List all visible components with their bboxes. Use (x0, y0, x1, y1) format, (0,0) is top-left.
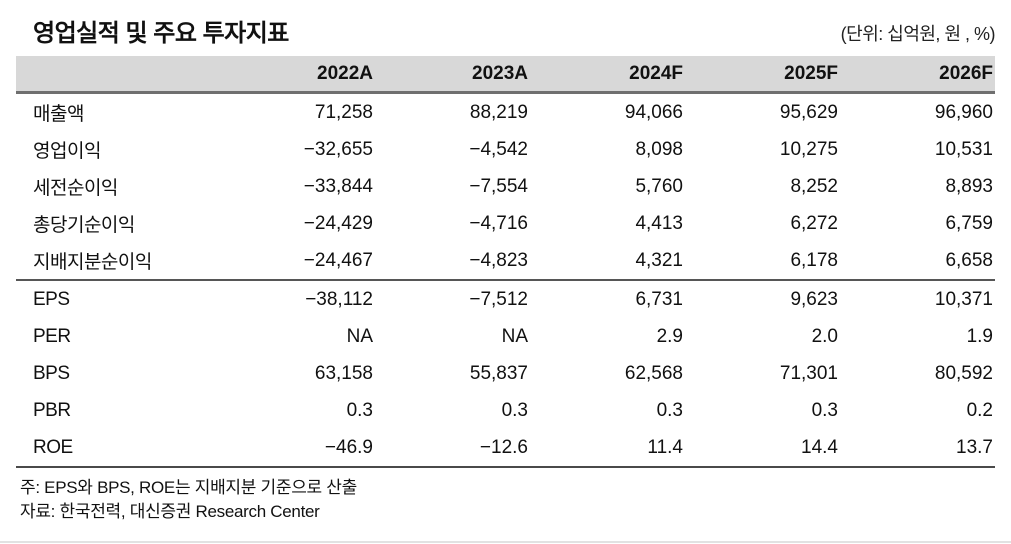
cell-value: 94,066 (624, 101, 683, 123)
row-label: BPS (33, 362, 70, 384)
cell-value: NA (501, 325, 528, 347)
cell-value: 8,098 (635, 138, 683, 160)
cell-value: 5,760 (635, 175, 683, 197)
cell-value: 6,272 (790, 212, 838, 234)
column-header: 2022A (317, 62, 373, 84)
footnote-note: 주: EPS와 BPS, ROE는 지배지분 기준으로 산출 (20, 478, 357, 497)
table-section-investment-indicators: EPS −38,112 −7,512 6,731 9,623 10,371 PER NA NA 2… (16, 281, 995, 468)
table-row: 세전순이익 −33,844 −7,554 5,760 8,252 8,893 (16, 168, 995, 205)
cell-value: 55,837 (469, 362, 528, 384)
cell-value: 71,301 (779, 362, 838, 384)
cell-value: 6,759 (945, 212, 993, 234)
financial-table: 2022A 2023A 2024F 2025F 2026F 매출액 71,258 8… (16, 56, 995, 468)
cell-value: 8,252 (790, 175, 838, 197)
cell-value: 96,960 (934, 101, 993, 123)
row-label: EPS (33, 288, 70, 310)
table-row: PER NA NA 2.9 2.0 1.9 (16, 318, 995, 355)
cell-value: 4,413 (635, 212, 683, 234)
cell-value: 10,371 (934, 288, 993, 310)
cell-value: 4,321 (635, 249, 683, 271)
table-section-operating-results: 매출액 71,258 88,219 94,066 95,629 96,960 영업이익 −32… (16, 94, 995, 281)
cell-value: 6,178 (790, 249, 838, 271)
table-row: BPS 63,158 55,837 62,568 71,301 80,592 (16, 355, 995, 392)
cell-value: −7,554 (469, 175, 528, 197)
table-row: PBR 0.3 0.3 0.3 0.3 0.2 (16, 392, 995, 429)
cell-value: −24,467 (303, 249, 373, 271)
row-label: PBR (33, 399, 71, 421)
cell-value: 11.4 (647, 436, 683, 458)
cell-value: −32,655 (303, 138, 373, 160)
cell-value: 0.2 (966, 399, 993, 421)
cell-value: NA (346, 325, 373, 347)
table-row: ROE −46.9 −12.6 11.4 14.4 13.7 (16, 429, 995, 466)
cell-value: 2.9 (656, 325, 683, 347)
cell-value: 0.3 (501, 399, 528, 421)
cell-value: 10,531 (934, 138, 993, 160)
column-header: 2026F (939, 62, 993, 84)
cell-value: 2.0 (811, 325, 838, 347)
cell-value: 8,893 (945, 175, 993, 197)
footnote-source: 자료: 한국전력, 대신증권 Research Center (20, 502, 320, 521)
cell-value: 0.3 (656, 399, 683, 421)
cell-value: 63,158 (314, 362, 373, 384)
cell-value: 13.7 (956, 436, 993, 458)
column-header: 2024F (629, 62, 683, 84)
table-header-row: 2022A 2023A 2024F 2025F 2026F (16, 56, 995, 94)
cell-value: 1.9 (966, 325, 993, 347)
cell-value: 80,592 (934, 362, 993, 384)
cell-value: 6,658 (945, 249, 993, 271)
table-row: 영업이익 −32,655 −4,542 8,098 10,275 10,531 (16, 131, 995, 168)
row-label: 영업이익 (33, 141, 101, 162)
cell-value: 0.3 (811, 399, 838, 421)
cell-value: −46.9 (324, 436, 373, 458)
cell-value: 10,275 (779, 138, 838, 160)
cell-value: −4,542 (469, 138, 528, 160)
cell-value: 71,258 (314, 101, 373, 123)
cell-value: 0.3 (346, 399, 373, 421)
title-bar: 영업실적 및 주요 투자지표 (단위: 십억원, 원 , %) (0, 0, 1011, 54)
column-header: 2025F (784, 62, 838, 84)
table-row: 총당기순이익 −24,429 −4,716 4,413 6,272 6,759 (16, 205, 995, 242)
table-row: 매출액 71,258 88,219 94,066 95,629 96,960 (16, 94, 995, 131)
row-label: 세전순이익 (33, 178, 118, 199)
cell-value: 62,568 (624, 362, 683, 384)
row-label: ROE (33, 436, 73, 458)
row-label: PER (33, 325, 71, 347)
table-row: 지배지분순이익 −24,467 −4,823 4,321 6,178 6,658 (16, 242, 995, 279)
row-label: 매출액 (33, 104, 84, 125)
footnotes: 주: EPS와 BPS, ROE는 지배지분 기준으로 산출 자료: 한국전력,… (0, 468, 1011, 524)
cell-value: 88,219 (469, 101, 528, 123)
cell-value: 95,629 (779, 101, 838, 123)
table-row: EPS −38,112 −7,512 6,731 9,623 10,371 (16, 281, 995, 318)
cell-value: −38,112 (305, 288, 373, 310)
cell-value: −24,429 (303, 212, 373, 234)
row-label: 지배지분순이익 (33, 252, 152, 273)
cell-value: −4,716 (469, 212, 528, 234)
unit-label: (단위: 십억원, 원 , %) (840, 24, 996, 44)
row-label: 총당기순이익 (33, 215, 135, 236)
cell-value: 6,731 (635, 288, 683, 310)
cell-value: −12.6 (479, 436, 528, 458)
cell-value: −33,844 (303, 175, 373, 197)
column-header: 2023A (472, 62, 528, 84)
cell-value: −7,512 (469, 288, 528, 310)
cell-value: 14.4 (801, 436, 838, 458)
page-title: 영업실적 및 주요 투자지표 (33, 20, 289, 47)
bottom-divider (0, 541, 1011, 543)
cell-value: −4,823 (469, 249, 528, 271)
financial-table-body: 매출액 71,258 88,219 94,066 95,629 96,960 영업이익 −32… (16, 94, 995, 468)
cell-value: 9,623 (790, 288, 838, 310)
